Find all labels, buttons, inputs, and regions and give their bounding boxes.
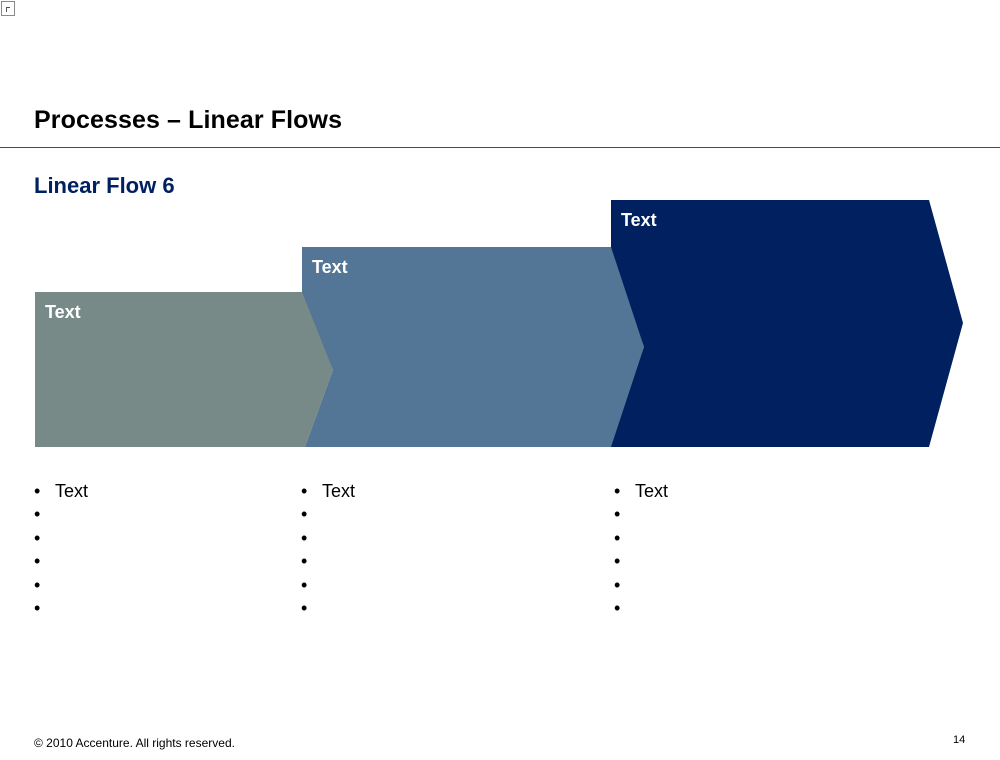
bullet-item: [614, 574, 668, 598]
slide-subtitle: Linear Flow 6: [34, 173, 175, 198]
bullet-item: [301, 597, 355, 621]
bullet-item: Text: [34, 480, 88, 504]
bullet-item: [301, 527, 355, 551]
bullet-item: [614, 503, 668, 527]
bullet-item: [614, 527, 668, 551]
flow-step-3-bullet-list: Text: [614, 480, 668, 621]
flow-step-3-label: Text: [621, 210, 657, 230]
flow-step-2-label: Text: [312, 257, 348, 277]
page-number: 14: [953, 734, 966, 746]
bullet-item: [34, 574, 88, 598]
bullet-item: [34, 597, 88, 621]
flow-step-1-bullet-list: Text: [34, 480, 88, 621]
slide-title: Processes – Linear Flows: [34, 106, 343, 134]
flow-step-1-chevron: [35, 292, 333, 447]
bullet-item: Text: [301, 480, 355, 504]
bullet-item: [34, 550, 88, 574]
copyright-footer: © 2010 Accenture. All rights reserved.: [34, 736, 235, 750]
flow-step-2-bullet-list: Text: [301, 480, 355, 621]
title-divider: [0, 147, 1000, 148]
bullet-item: [34, 527, 88, 551]
bullet-item: [614, 550, 668, 574]
bullet-item: [301, 503, 355, 527]
bullet-item: Text: [614, 480, 668, 504]
bullet-item: [301, 574, 355, 598]
bullet-item: [34, 503, 88, 527]
flow-step-3-chevron: [611, 200, 963, 447]
bullet-item: [614, 597, 668, 621]
bullet-item: [301, 550, 355, 574]
flow-step-2-chevron: [302, 247, 644, 447]
corner-marker-icon: [1, 1, 15, 16]
flow-step-1-label: Text: [45, 302, 81, 322]
